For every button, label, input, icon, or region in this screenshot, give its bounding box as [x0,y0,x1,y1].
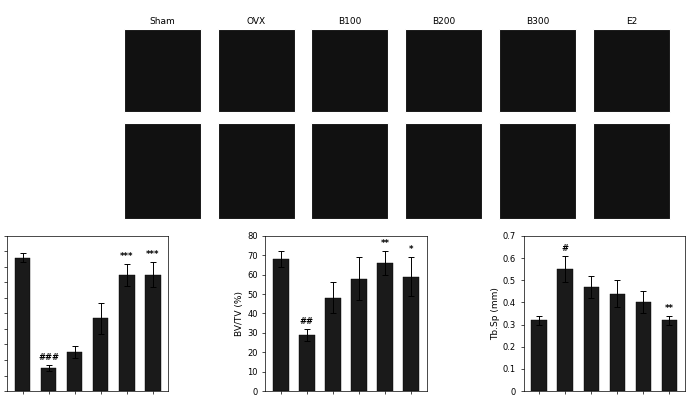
Y-axis label: Tb.Sp (mm): Tb.Sp (mm) [491,287,500,340]
Bar [145,275,161,391]
FancyBboxPatch shape [124,29,201,113]
Y-axis label: BV/TV (%): BV/TV (%) [235,291,244,336]
Bar [610,294,625,391]
Text: OVX: OVX [246,17,266,26]
Text: *: * [409,245,413,254]
Text: ***: *** [120,252,134,261]
Bar [352,279,367,391]
Bar [377,263,393,391]
FancyBboxPatch shape [593,29,670,113]
FancyBboxPatch shape [499,123,576,219]
Bar [299,335,315,391]
Text: ***: *** [146,250,160,259]
Bar [119,275,134,391]
Bar [67,352,82,391]
Text: B200: B200 [432,17,455,26]
Text: B100: B100 [338,17,362,26]
Text: ###: ### [38,353,59,361]
Bar [662,320,677,391]
FancyBboxPatch shape [406,123,482,219]
Bar [273,259,289,391]
Bar [93,318,109,391]
FancyBboxPatch shape [218,123,295,219]
FancyBboxPatch shape [406,29,482,113]
Bar [403,277,419,391]
Bar [583,287,599,391]
Text: ##: ## [300,317,314,326]
FancyBboxPatch shape [218,29,295,113]
Text: E2: E2 [626,17,637,26]
Bar [558,269,573,391]
Text: Sham: Sham [149,17,175,26]
FancyBboxPatch shape [499,29,576,113]
FancyBboxPatch shape [124,123,201,219]
Text: B300: B300 [526,17,549,26]
Text: **: ** [665,304,674,312]
Text: **: ** [381,239,390,248]
Bar [325,298,340,391]
Bar [41,368,57,391]
FancyBboxPatch shape [311,29,388,113]
Text: #: # [562,244,569,253]
FancyBboxPatch shape [311,123,388,219]
FancyBboxPatch shape [593,123,670,219]
Bar [531,320,547,391]
Bar [15,258,30,391]
Bar [635,302,651,391]
